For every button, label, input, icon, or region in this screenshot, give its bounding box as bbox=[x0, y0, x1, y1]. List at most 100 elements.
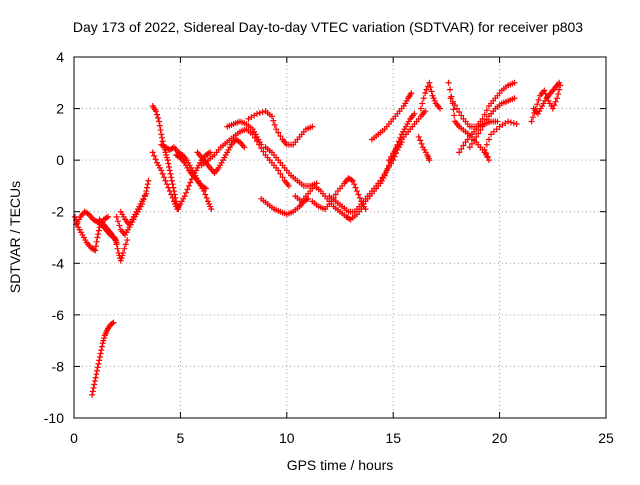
x-tick-label: 15 bbox=[385, 430, 401, 446]
data-point bbox=[94, 234, 101, 241]
x-tick-label: 20 bbox=[492, 430, 508, 446]
data-point bbox=[155, 115, 162, 122]
data-point bbox=[89, 391, 96, 398]
axis-ticks bbox=[73, 56, 607, 419]
data-point bbox=[449, 98, 456, 105]
data-point bbox=[384, 165, 391, 172]
data-point bbox=[202, 191, 209, 198]
data-point bbox=[271, 121, 278, 128]
data-point bbox=[466, 144, 473, 151]
data-point bbox=[169, 194, 176, 201]
data-point bbox=[505, 118, 512, 125]
data-point bbox=[484, 153, 491, 160]
data-point bbox=[116, 222, 123, 229]
data-point bbox=[167, 170, 174, 177]
x-tick-label: 25 bbox=[598, 430, 614, 446]
data-point bbox=[93, 238, 100, 245]
data-point bbox=[114, 218, 121, 225]
data-point bbox=[481, 111, 488, 118]
data-point bbox=[165, 184, 172, 191]
data-point bbox=[168, 174, 175, 181]
data-point bbox=[168, 177, 175, 184]
series-arc-13 bbox=[224, 118, 265, 148]
data-point bbox=[460, 142, 467, 149]
data-point bbox=[158, 134, 165, 141]
data-point bbox=[551, 102, 558, 109]
chart-title: Day 173 of 2022, Sidereal Day-to-day VTE… bbox=[73, 19, 583, 35]
data-points bbox=[72, 79, 564, 398]
data-point bbox=[144, 181, 151, 188]
data-point bbox=[362, 206, 369, 213]
data-point bbox=[184, 186, 191, 193]
data-point bbox=[113, 213, 120, 220]
data-point bbox=[507, 119, 514, 126]
data-point bbox=[275, 167, 282, 174]
data-point bbox=[241, 144, 248, 151]
data-point bbox=[185, 182, 192, 189]
data-point bbox=[270, 117, 277, 124]
series-arc-11 bbox=[194, 136, 248, 177]
series-arc-30 bbox=[530, 79, 563, 117]
data-point bbox=[483, 141, 490, 148]
y-tick-label: -2 bbox=[52, 204, 65, 220]
data-point bbox=[121, 245, 128, 252]
data-point bbox=[528, 118, 535, 125]
data-point bbox=[454, 105, 461, 112]
data-point bbox=[481, 146, 488, 153]
data-point bbox=[422, 90, 429, 97]
data-point bbox=[511, 95, 518, 102]
data-point bbox=[96, 353, 103, 360]
series-arc-4 bbox=[89, 319, 117, 398]
data-point bbox=[417, 105, 424, 112]
data-point bbox=[529, 114, 536, 121]
data-point bbox=[258, 141, 265, 148]
y-tick-label: 2 bbox=[56, 101, 64, 117]
data-point bbox=[277, 170, 284, 177]
data-point bbox=[479, 115, 486, 122]
data-point bbox=[473, 133, 480, 140]
x-tick-label: 5 bbox=[177, 430, 185, 446]
data-point bbox=[354, 188, 361, 195]
data-point bbox=[273, 126, 280, 133]
data-point bbox=[458, 145, 465, 152]
data-point bbox=[149, 149, 156, 156]
y-tick-label: -6 bbox=[52, 307, 65, 323]
data-point bbox=[417, 137, 424, 144]
data-point bbox=[411, 110, 418, 117]
data-point bbox=[381, 172, 388, 179]
series-arc-5 bbox=[113, 177, 152, 238]
y-tick-labels: -10 -8 -6 -4 -2 0 2 4 bbox=[44, 49, 64, 426]
data-point bbox=[156, 118, 163, 125]
data-point bbox=[203, 194, 210, 201]
data-point bbox=[94, 364, 101, 371]
data-point bbox=[144, 184, 151, 191]
data-point bbox=[165, 160, 172, 167]
data-point bbox=[447, 95, 454, 102]
data-point bbox=[164, 157, 171, 164]
data-point bbox=[122, 241, 129, 248]
x-axis-label: GPS time / hours bbox=[287, 457, 394, 473]
data-point bbox=[105, 213, 112, 220]
data-point bbox=[159, 170, 166, 177]
data-point bbox=[89, 388, 96, 395]
data-point bbox=[260, 148, 267, 155]
series-arc-12 bbox=[198, 126, 292, 189]
data-point bbox=[388, 153, 395, 160]
data-point bbox=[485, 136, 492, 143]
data-point bbox=[332, 191, 339, 198]
data-point bbox=[485, 157, 492, 164]
y-axis-label: SDTVAR / TECUs bbox=[7, 181, 23, 293]
data-point bbox=[91, 378, 98, 385]
data-point bbox=[471, 137, 478, 144]
x-tick-labels: 0 5 10 15 20 25 bbox=[70, 430, 614, 446]
data-point bbox=[114, 245, 121, 252]
data-point bbox=[96, 357, 103, 364]
data-point bbox=[92, 374, 99, 381]
data-point bbox=[202, 185, 209, 192]
data-point bbox=[450, 106, 457, 113]
data-point bbox=[268, 113, 275, 120]
y-tick-label: -8 bbox=[52, 358, 65, 374]
data-point bbox=[420, 95, 427, 102]
data-point bbox=[541, 87, 548, 94]
data-point bbox=[446, 86, 453, 93]
